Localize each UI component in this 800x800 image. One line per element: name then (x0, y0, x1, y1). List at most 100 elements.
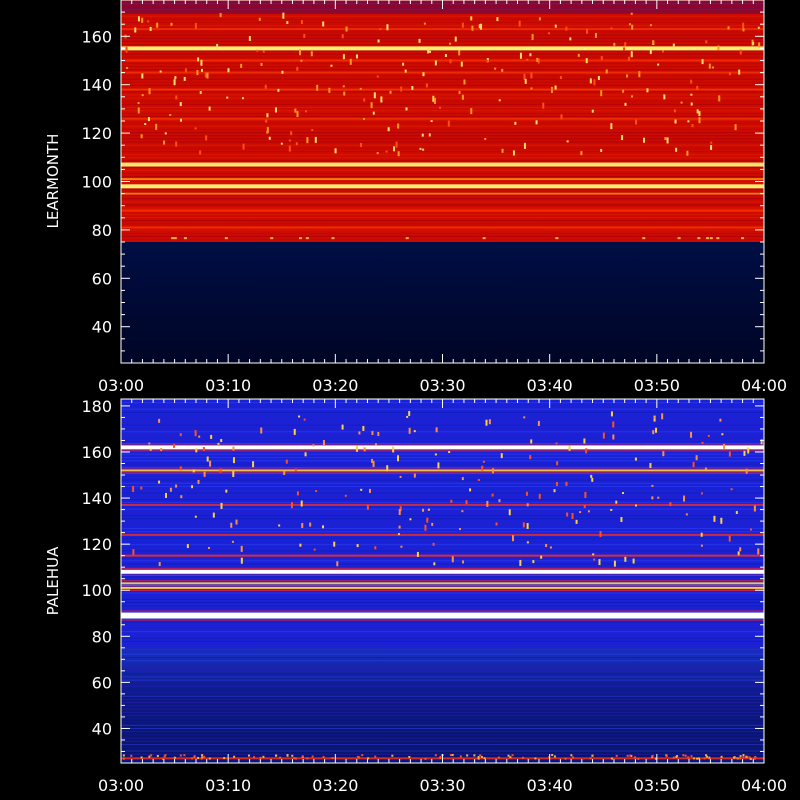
learmonth-speckle (296, 111, 299, 118)
palehua-speckle (753, 505, 756, 512)
palehua-speckle (482, 460, 485, 463)
palehua-speckle (760, 439, 763, 445)
learmonth-speckle (126, 67, 129, 70)
learmonth-speckle (649, 50, 652, 55)
palehua-speckle (720, 755, 723, 758)
x-tick-label: 03:40 (527, 376, 573, 395)
learmonth-speckle (400, 86, 403, 92)
palehua-speckle (231, 540, 234, 543)
learmonth-speckle (173, 237, 177, 240)
learmonth-speckle (524, 78, 527, 84)
learmonth-speckle (256, 49, 259, 52)
learmonth-speckle (183, 237, 187, 240)
learmonth-speckle (149, 26, 152, 31)
learmonth-speckle (397, 123, 400, 129)
palehua-speckle (728, 451, 731, 457)
palehua-speckle (530, 439, 533, 444)
palehua-speckle (220, 502, 223, 509)
learmonth-speckle (698, 117, 701, 124)
palehua-speckle (720, 517, 723, 524)
palehua-speckle (371, 430, 374, 435)
learmonth-speckle (205, 135, 208, 141)
palehua-speckle (602, 432, 605, 439)
learmonth-speckle (300, 20, 303, 25)
learmonth-speckle (179, 118, 182, 122)
palehua-speckle (553, 489, 556, 493)
palehua-speckle (232, 446, 235, 451)
learmonth-bright-band (121, 226, 764, 229)
palehua-speckle (706, 755, 709, 758)
learmonth-speckle (163, 140, 166, 145)
palehua-speckle (721, 433, 724, 436)
palehua-speckle (733, 756, 736, 759)
palehua-speckle (624, 556, 627, 562)
palehua-speckle (235, 519, 238, 525)
learmonth-speckle (170, 22, 173, 26)
palehua-speckle (427, 508, 430, 511)
palehua-speckle (392, 446, 395, 453)
learmonth-speckle (529, 53, 532, 57)
palehua-bright-band (121, 582, 764, 585)
learmonth-speckle (664, 137, 667, 141)
learmonth-speckle (727, 26, 730, 30)
palehua-speckle (553, 755, 556, 758)
palehua-speckle (692, 461, 695, 467)
palehua-speckle (615, 500, 618, 504)
palehua-speckle (278, 524, 281, 527)
learmonth-speckle (295, 142, 298, 146)
palehua-speckle (408, 427, 411, 434)
learmonth-speckle (542, 102, 545, 109)
palehua-speckle (579, 511, 582, 514)
learmonth-speckle (389, 90, 392, 94)
palehua-bright-band (121, 569, 764, 574)
palehua-speckle (303, 418, 306, 421)
x-tick-label: 03:20 (312, 376, 358, 395)
palehua-speckle (591, 754, 594, 757)
palehua-speckle (122, 754, 125, 757)
palehua-speckle (433, 562, 436, 566)
learmonth-speckle (589, 78, 592, 84)
learmonth-speckle (305, 237, 309, 240)
palehua-speckle (169, 487, 172, 492)
learmonth-speckle (268, 136, 271, 140)
learmonth-speckle (316, 84, 319, 91)
learmonth-speckle (569, 37, 572, 41)
learmonth-speckle (514, 121, 517, 125)
palehua-speckle (309, 522, 312, 527)
palehua-speckle (488, 419, 491, 425)
learmonth-speckle (204, 72, 207, 78)
palehua-speckle (291, 754, 294, 757)
palehua-speckle (655, 427, 658, 433)
palehua-speckle (545, 543, 548, 547)
palehua-speckle (590, 474, 593, 478)
learmonth-panel: 40 60 80 100 120 140 160 03:00 03:10 03:20 03:30 03… (44, 0, 787, 395)
palehua-speckle (735, 510, 738, 514)
learmonth-speckle (696, 85, 699, 90)
learmonth-speckle (434, 60, 437, 66)
palehua-speckle (486, 500, 489, 507)
palehua-speckle (149, 448, 152, 451)
palehua-speckle (165, 492, 168, 498)
palehua-speckle (635, 504, 638, 507)
palehua-speckle (413, 430, 416, 433)
palehua-speckle (566, 512, 569, 517)
palehua-speckle (179, 754, 182, 757)
palehua-speckle (197, 757, 200, 760)
palehua-speckle (630, 754, 633, 757)
learmonth-speckle (461, 22, 464, 28)
palehua-speckle (173, 756, 176, 759)
learmonth-speckle (281, 70, 284, 74)
palehua-speckle (356, 755, 359, 758)
learmonth-speckle (262, 50, 265, 53)
palehua-speckle (748, 756, 751, 759)
learmonth-speckle (631, 95, 634, 98)
palehua-speckle (371, 458, 374, 463)
learmonth-speckle (173, 79, 176, 86)
learmonth-speckle (708, 63, 711, 69)
palehua-speckle (386, 465, 389, 472)
palehua-speckle (358, 756, 361, 759)
learmonth-speckle (696, 109, 699, 114)
learmonth-speckle (673, 109, 676, 113)
learmonth-speckle (657, 63, 660, 66)
learmonth-speckle (144, 123, 147, 126)
